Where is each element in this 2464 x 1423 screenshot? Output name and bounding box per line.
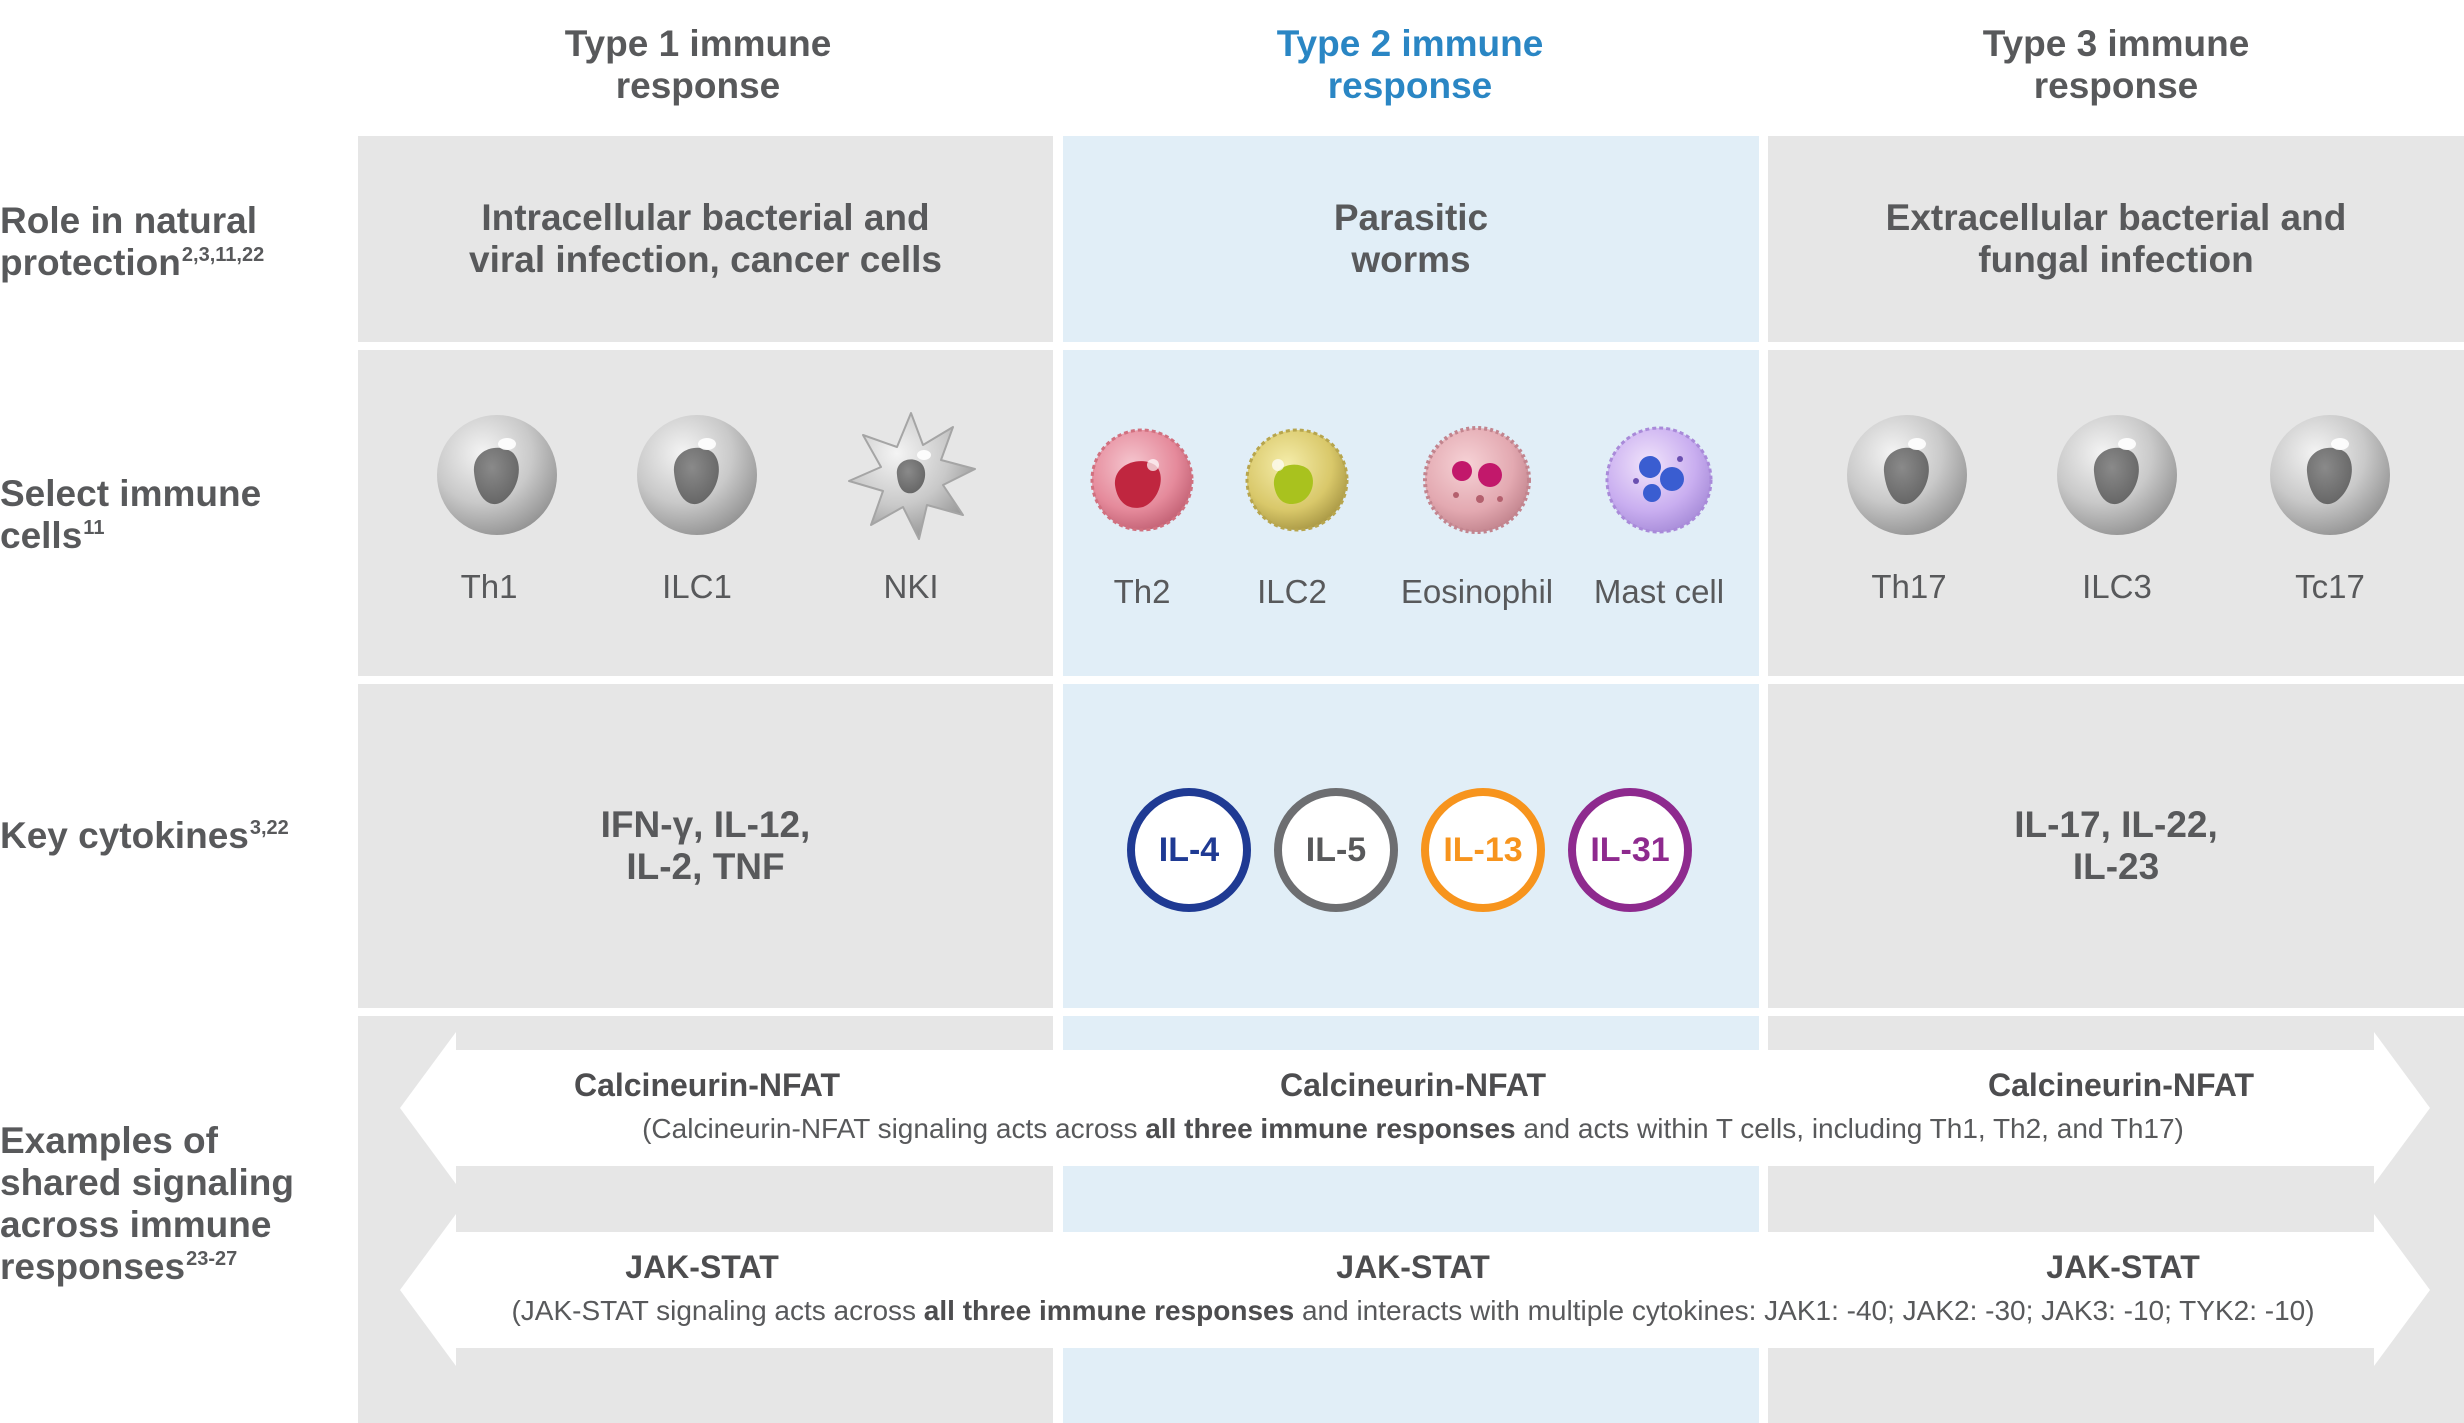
row-label-role: Role in natural protection2,3,11,22 bbox=[0, 200, 265, 283]
th17-cell-icon bbox=[1842, 410, 1972, 545]
il4-badge: IL-4 bbox=[1127, 788, 1251, 912]
column-header-type3: Type 3 immune response bbox=[1982, 23, 2250, 106]
tc17-cell-icon bbox=[2265, 410, 2395, 545]
th1-cell-icon bbox=[432, 410, 562, 545]
calcineurin-arrow bbox=[400, 1032, 2430, 1184]
cell-role-type3 bbox=[1768, 136, 2464, 342]
jakstat-arrow bbox=[400, 1214, 2430, 1366]
nki-cell-icon bbox=[841, 405, 981, 550]
role-type1-text: Intracellular bacterial and viral infect… bbox=[469, 197, 942, 280]
ilc3-label: ILC3 bbox=[2082, 568, 2152, 605]
row-label-key-cytokines: Key cytokines3,22 bbox=[0, 815, 289, 856]
th17-label: Th17 bbox=[1871, 568, 1947, 605]
cell-cytokines-type1 bbox=[358, 684, 1053, 1008]
role-type2-text: Parasitic worms bbox=[1333, 197, 1489, 280]
th2-label: Th2 bbox=[1113, 573, 1171, 610]
calcineurin-title-type3: Calcineurin-NFAT bbox=[1987, 1067, 2255, 1103]
il13-badge: IL-13 bbox=[1421, 788, 1545, 912]
jakstat-title-type2: JAK-STAT bbox=[1336, 1249, 1490, 1285]
nki-label: NKI bbox=[883, 568, 939, 605]
il31-badge: IL-31 bbox=[1568, 788, 1692, 912]
column-header-type1: Type 1 immune response bbox=[564, 23, 832, 106]
cell-role-type1 bbox=[358, 136, 1053, 342]
ilc2-cell-icon bbox=[1242, 425, 1352, 540]
th1-label: Th1 bbox=[460, 568, 518, 605]
mast-cell-icon bbox=[1602, 423, 1716, 542]
th2-cell-icon bbox=[1087, 425, 1197, 540]
row-label-immune-cells: Select immune cells11 bbox=[0, 473, 262, 556]
ilc2-label: ILC2 bbox=[1257, 573, 1327, 610]
jakstat-title-type3: JAK-STAT bbox=[2046, 1249, 2200, 1285]
mast-cell-label: Mast cell bbox=[1593, 573, 1725, 610]
jakstat-title-type1: JAK-STAT bbox=[625, 1249, 779, 1285]
cell-cytokines-type3 bbox=[1768, 684, 2464, 1008]
calcineurin-title-type1: Calcineurin-NFAT bbox=[573, 1067, 841, 1103]
ilc3-cell-icon bbox=[2052, 410, 2182, 545]
eosinophil-label: Eosinophil bbox=[1400, 573, 1554, 610]
tc17-label: Tc17 bbox=[2295, 568, 2365, 605]
jakstat-description: (JAK-STAT signaling acts across all thre… bbox=[511, 1295, 2315, 1326]
cytokines-type3-text: IL-17, IL-22, IL-23 bbox=[2014, 804, 2218, 887]
eosinophil-cell-icon bbox=[1420, 423, 1534, 542]
cell-role-type2 bbox=[1063, 136, 1759, 342]
row-label-shared-signaling: Examples of shared signaling across immu… bbox=[0, 1120, 295, 1287]
calcineurin-title-type2: Calcineurin-NFAT bbox=[1279, 1067, 1547, 1103]
calcineurin-description: (Calcineurin-NFAT signaling acts across … bbox=[642, 1113, 2184, 1144]
cytokines-type1-text: IFN-γ, IL-12, IL-2, TNF bbox=[600, 804, 811, 887]
role-type3-text: Extracellular bacterial and fungal infec… bbox=[1885, 197, 2347, 280]
ilc1-cell-icon bbox=[632, 410, 762, 545]
column-header-type2: Type 2 immune response bbox=[1276, 23, 1544, 106]
ilc1-label: ILC1 bbox=[662, 568, 732, 605]
il5-badge: IL-5 bbox=[1274, 788, 1398, 912]
